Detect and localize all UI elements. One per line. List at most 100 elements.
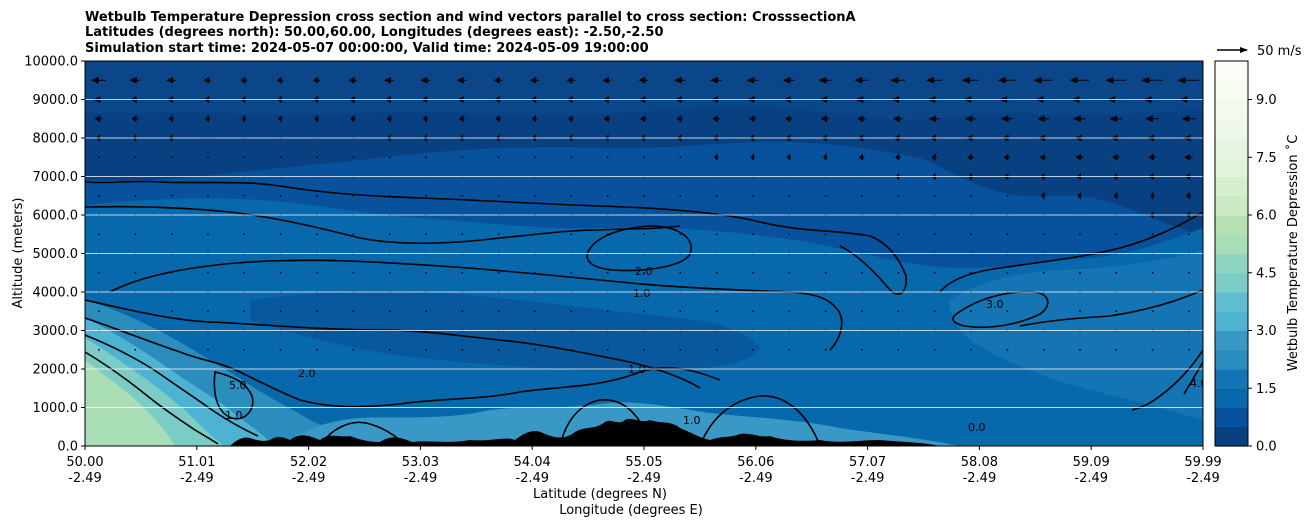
- wind-vector: [534, 156, 536, 159]
- x-tick-label-lon: -2.49: [180, 471, 214, 486]
- terrain: [85, 418, 940, 446]
- colorbar-segment: [1215, 234, 1248, 255]
- wind-vector: [461, 233, 464, 236]
- wind-vector: [1075, 153, 1084, 161]
- wind-vector: [425, 233, 427, 236]
- field-layer-top: [85, 61, 1203, 120]
- wind-vector: [1151, 348, 1154, 351]
- x-tick-label-lon: -2.49: [627, 471, 661, 486]
- wind-vector: [568, 115, 574, 123]
- wind-vector: [933, 348, 936, 351]
- wind-vector: [715, 348, 718, 351]
- wind-vector: [679, 156, 682, 159]
- wind-vector: [420, 76, 431, 84]
- colorbar-segment: [1215, 138, 1248, 158]
- wind-vector: [1077, 191, 1082, 200]
- wind-vector: [750, 153, 755, 162]
- wind-vector: [1188, 348, 1190, 351]
- wind-vector: [1105, 76, 1126, 84]
- wind-vector: [134, 194, 137, 197]
- wind-vector: [674, 76, 686, 84]
- colorbar-tick-label: 1.5: [1256, 382, 1277, 397]
- wind-vector: [1112, 153, 1120, 161]
- colorbar-segment: [1215, 388, 1248, 409]
- chart-title-line-1: Wetbulb Temperature Depression cross sec…: [85, 10, 856, 25]
- colorbar-frame: [1214, 60, 1249, 447]
- wind-vector: [1006, 310, 1009, 313]
- colorbar-segment: [1215, 118, 1248, 139]
- wind-vector: [170, 194, 173, 197]
- wind-vector: [643, 194, 645, 197]
- contour-4-left: [85, 351, 219, 445]
- wind-vector: [788, 233, 791, 236]
- wind-vector: [352, 271, 355, 274]
- wind-vector: [531, 115, 538, 123]
- wind-vector: [928, 115, 940, 123]
- wind-vector: [933, 194, 936, 197]
- wind-vector: [207, 194, 209, 197]
- wind-vector: [1042, 271, 1045, 274]
- colorbar-segment: [1215, 349, 1248, 370]
- x-tick-label-lon: -2.49: [1074, 471, 1108, 486]
- colorbar-tick-label: 3.0: [1256, 324, 1277, 339]
- wind-vector: [570, 194, 573, 197]
- wind-vector: [566, 76, 576, 84]
- wind-vector: [352, 194, 355, 197]
- x-tick-label-lat: 59.09: [1073, 455, 1110, 470]
- wind-vector: [714, 153, 719, 162]
- wind-vector: [204, 115, 211, 123]
- wind-vector: [131, 115, 139, 123]
- wind-vector: [570, 233, 573, 236]
- x-axis-label-line-1: Latitude (degrees N): [533, 487, 667, 502]
- wind-vector: [1006, 233, 1009, 236]
- wind-vector: [1069, 76, 1090, 84]
- wind-vector: [1185, 192, 1192, 200]
- y-tick-label: 7000.0: [33, 170, 79, 185]
- wind-vector: [203, 76, 212, 84]
- y-axis-label: Altitude (meters): [11, 198, 26, 309]
- wind-vector: [897, 348, 900, 351]
- wind-vector: [98, 156, 100, 159]
- x-tick-label-lat: 50.00: [66, 455, 103, 470]
- wind-vector: [279, 348, 282, 351]
- wind-vector: [1006, 194, 1009, 197]
- wind-vector: [824, 271, 827, 274]
- wind-vector: [91, 76, 106, 84]
- y-tick-label: 9000.0: [33, 93, 79, 108]
- wind-vector: [388, 271, 391, 274]
- x-tick-label-lat: 52.02: [290, 455, 327, 470]
- y-tick-label: 4000.0: [33, 286, 79, 301]
- wind-vector: [134, 271, 137, 274]
- wind-vector: [818, 76, 832, 84]
- x-tick-label-lon: -2.49: [739, 471, 773, 486]
- wind-vector: [129, 76, 141, 84]
- wind-vector: [1079, 233, 1081, 236]
- contour-4-right: [1183, 361, 1203, 395]
- wind-vector: [933, 310, 936, 313]
- x-tick-label-lat: 51.01: [178, 455, 215, 470]
- colorbar-segment: [1215, 253, 1248, 274]
- wind-vector: [1042, 310, 1045, 313]
- wind-vector: [892, 115, 903, 123]
- wind-vector: [497, 194, 500, 197]
- wind-vector: [278, 114, 283, 123]
- wind-vector: [534, 233, 536, 236]
- wind-vector: [970, 271, 972, 274]
- wind-vector: [316, 194, 318, 197]
- wind-vector: [279, 233, 282, 236]
- wind-vector: [824, 194, 827, 197]
- field-layer-left-4: [85, 360, 175, 446]
- y-tick-label: 2000.0: [33, 363, 79, 378]
- wind-vector: [312, 76, 321, 84]
- wind-vector: [279, 310, 282, 313]
- wind-vector: [207, 310, 209, 313]
- wind-vector: [1039, 153, 1047, 161]
- y-tick-label: 6000.0: [33, 209, 79, 224]
- colorbar-tick-label: 7.5: [1256, 151, 1277, 166]
- wind-vector: [858, 153, 865, 161]
- wind-vector: [1072, 115, 1086, 123]
- wind-vector: [98, 194, 100, 197]
- colorbar-segment: [1215, 407, 1248, 428]
- wind-vector: [461, 271, 464, 274]
